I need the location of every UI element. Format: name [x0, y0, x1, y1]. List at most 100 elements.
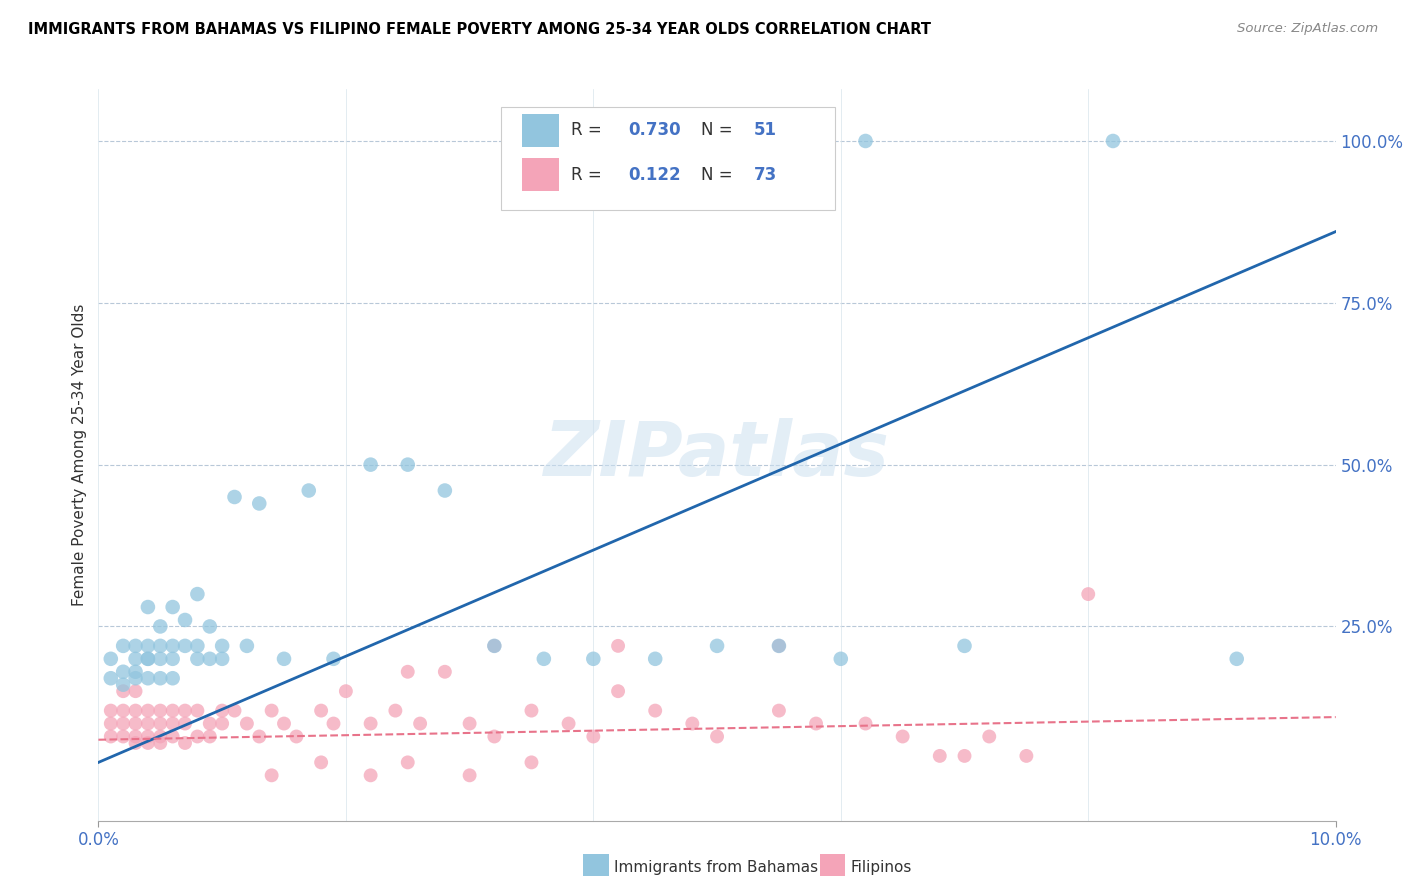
Point: [953, 748, 976, 763]
Point: [520, 704, 543, 718]
Point: [706, 730, 728, 744]
Point: [149, 639, 172, 653]
Point: [174, 704, 197, 718]
Point: [322, 652, 344, 666]
Point: [149, 736, 172, 750]
Point: [136, 730, 159, 744]
Point: [149, 619, 172, 633]
Text: IMMIGRANTS FROM BAHAMAS VS FILIPINO FEMALE POVERTY AMONG 25-34 YEAR OLDS CORRELA: IMMIGRANTS FROM BAHAMAS VS FILIPINO FEMA…: [28, 22, 931, 37]
Point: [855, 716, 877, 731]
Y-axis label: Female Poverty Among 25-34 Year Olds: Female Poverty Among 25-34 Year Olds: [72, 304, 87, 606]
FancyBboxPatch shape: [522, 158, 558, 191]
Point: [162, 600, 184, 615]
Point: [198, 619, 221, 633]
Text: Filipinos: Filipinos: [851, 860, 912, 874]
Point: [285, 730, 308, 744]
Point: [124, 671, 146, 685]
Point: [224, 490, 246, 504]
Point: [112, 704, 135, 718]
Point: [149, 671, 172, 685]
Point: [557, 716, 579, 731]
Point: [260, 768, 283, 782]
Point: [136, 652, 159, 666]
Point: [928, 748, 950, 763]
Point: [309, 704, 332, 718]
Point: [124, 716, 146, 731]
Point: [124, 684, 146, 698]
Point: [607, 684, 630, 698]
Text: 0.122: 0.122: [628, 166, 681, 184]
Point: [136, 736, 159, 750]
Point: [162, 639, 184, 653]
Point: [136, 600, 159, 615]
Point: [174, 639, 197, 653]
Point: [309, 756, 332, 770]
Text: R =: R =: [571, 166, 607, 184]
Point: [211, 639, 233, 653]
Point: [174, 613, 197, 627]
Point: [124, 652, 146, 666]
Point: [433, 665, 456, 679]
Point: [607, 639, 630, 653]
Point: [1077, 587, 1099, 601]
Point: [830, 652, 852, 666]
Point: [979, 730, 1001, 744]
Point: [100, 671, 122, 685]
Point: [174, 716, 197, 731]
Point: [186, 730, 208, 744]
Point: [360, 716, 382, 731]
Point: [706, 639, 728, 653]
Point: [124, 730, 146, 744]
Point: [1226, 652, 1249, 666]
Point: [396, 665, 419, 679]
Point: [458, 768, 481, 782]
Point: [112, 716, 135, 731]
Point: [236, 716, 259, 731]
Point: [484, 639, 506, 653]
Point: [149, 730, 172, 744]
Point: [198, 730, 221, 744]
Point: [149, 652, 172, 666]
Point: [360, 768, 382, 782]
Point: [484, 730, 506, 744]
Point: [136, 639, 159, 653]
Point: [174, 736, 197, 750]
Point: [247, 730, 270, 744]
Point: [224, 704, 246, 718]
Point: [136, 704, 159, 718]
Point: [136, 671, 159, 685]
Point: [186, 704, 208, 718]
Point: [384, 704, 406, 718]
Point: [396, 756, 419, 770]
Point: [409, 716, 432, 731]
Point: [112, 678, 135, 692]
Point: [100, 652, 122, 666]
Point: [681, 716, 703, 731]
Point: [112, 665, 135, 679]
Point: [396, 458, 419, 472]
Point: [100, 730, 122, 744]
Point: [273, 652, 295, 666]
Point: [162, 704, 184, 718]
Point: [236, 639, 259, 653]
Point: [162, 716, 184, 731]
Point: [1102, 134, 1125, 148]
Point: [162, 652, 184, 666]
Point: [768, 639, 790, 653]
Text: 73: 73: [754, 166, 778, 184]
Point: [112, 684, 135, 698]
FancyBboxPatch shape: [501, 108, 835, 210]
Point: [335, 684, 357, 698]
Point: [322, 716, 344, 731]
Point: [124, 665, 146, 679]
Point: [198, 716, 221, 731]
Point: [260, 704, 283, 718]
Text: R =: R =: [571, 121, 607, 139]
Point: [433, 483, 456, 498]
Point: [186, 652, 208, 666]
Point: [582, 652, 605, 666]
Point: [112, 730, 135, 744]
Point: [149, 704, 172, 718]
Point: [112, 639, 135, 653]
Point: [162, 730, 184, 744]
